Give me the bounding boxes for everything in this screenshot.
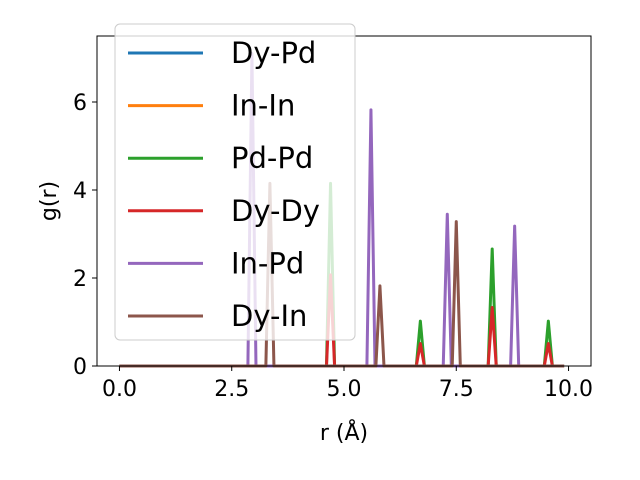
x-tick-label: 7.5 xyxy=(439,377,474,402)
x-axis-ticks: 0.0 2.5 5.0 7.5 10.0 xyxy=(102,366,593,402)
legend: Dy-Pd In-In Pd-Pd Dy-Dy In-Pd Dy-In xyxy=(114,23,356,341)
legend-label-in-in: In-In xyxy=(231,89,295,123)
x-tick-label: 2.5 xyxy=(214,377,249,402)
y-tick-label: 4 xyxy=(73,179,87,204)
y-tick-label: 6 xyxy=(73,91,87,116)
y-axis-label: g(r) xyxy=(37,181,62,221)
legend-label-dy-dy: Dy-Dy xyxy=(231,194,320,228)
legend-label-pd-pd: Pd-Pd xyxy=(231,141,313,175)
y-axis-ticks: 0 2 4 6 xyxy=(73,91,97,380)
legend-frame xyxy=(114,23,356,341)
x-tick-label: 10.0 xyxy=(544,377,593,402)
legend-label-in-pd: In-Pd xyxy=(231,246,304,280)
y-tick-label: 2 xyxy=(73,267,87,292)
y-tick-label: 0 xyxy=(73,355,87,380)
x-axis-label: r (Å) xyxy=(320,419,368,446)
x-tick-label: 5.0 xyxy=(327,377,362,402)
legend-label-dy-pd: Dy-Pd xyxy=(231,36,316,70)
legend-label-dy-in: Dy-In xyxy=(231,299,307,333)
x-tick-label: 0.0 xyxy=(102,377,137,402)
